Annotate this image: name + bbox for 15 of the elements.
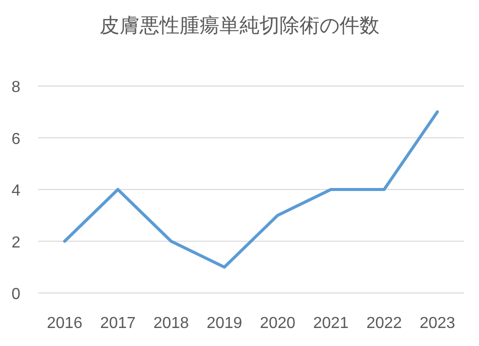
x-tick-label: 2023: [420, 315, 456, 332]
x-tick-label: 2017: [100, 315, 136, 332]
x-tick-label: 2018: [153, 315, 190, 332]
y-tick-label: 6: [12, 130, 21, 148]
y-tick-label: 8: [12, 79, 21, 96]
y-tick-label: 2: [12, 234, 21, 252]
line-series: [63, 110, 439, 269]
x-tick-label: 2020: [260, 315, 296, 332]
x-tick-label: 2022: [366, 315, 402, 332]
y-tick-label: 0: [12, 286, 21, 303]
chart-title: 皮膚悪性腫瘍単純切除術の件数: [100, 15, 380, 37]
x-tick-label: 2021: [313, 315, 349, 332]
x-tick-label: 2019: [206, 315, 242, 332]
x-tick-label: 2016: [46, 315, 83, 332]
y-tick-label: 4: [12, 182, 21, 200]
